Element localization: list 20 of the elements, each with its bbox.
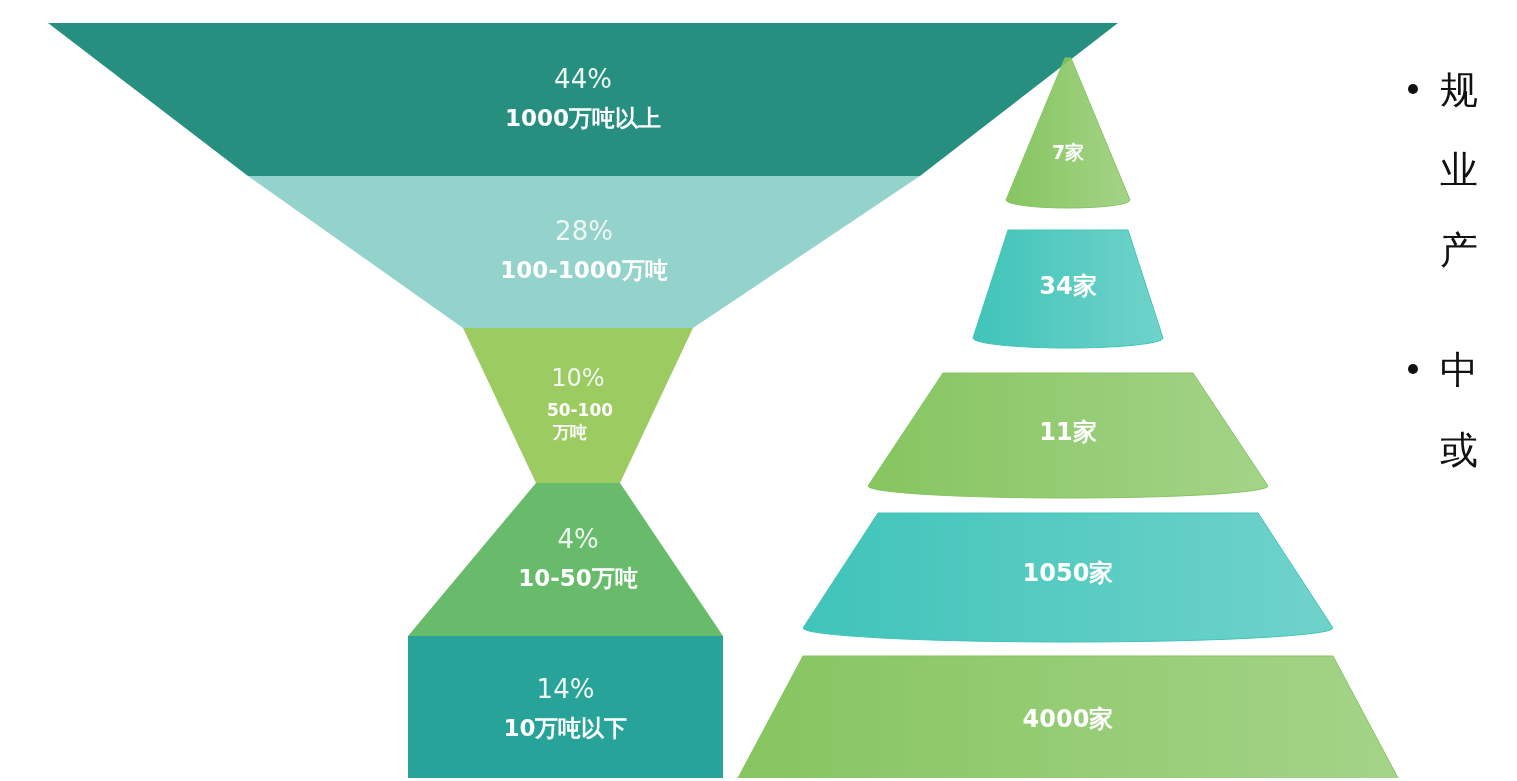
data-label: 4%: [557, 523, 599, 554]
category-label: 1000万吨以上: [504, 104, 662, 131]
category-label: 10-50万吨: [518, 564, 638, 591]
data-label: 11家: [1039, 417, 1097, 446]
category-label: 100-1000万吨: [500, 257, 668, 283]
data-label: 44%: [554, 63, 612, 94]
text: 产: [1440, 228, 1478, 272]
text: 中: [1440, 348, 1478, 392]
data-label: 34家: [1039, 272, 1097, 300]
category-label: 50-100万吨: [546, 399, 614, 442]
data-label: 28%: [555, 216, 613, 246]
text: 规: [1440, 68, 1478, 112]
data-label: 14%: [536, 674, 595, 704]
data-label: 1050家: [1022, 558, 1114, 587]
text: 或: [1440, 428, 1478, 472]
text: 业: [1440, 148, 1478, 192]
category-label: 10万吨以下: [503, 715, 628, 741]
data-label: 10%: [551, 363, 605, 392]
data-label: 7家: [1051, 141, 1085, 163]
data-label: 4000家: [1022, 705, 1114, 733]
